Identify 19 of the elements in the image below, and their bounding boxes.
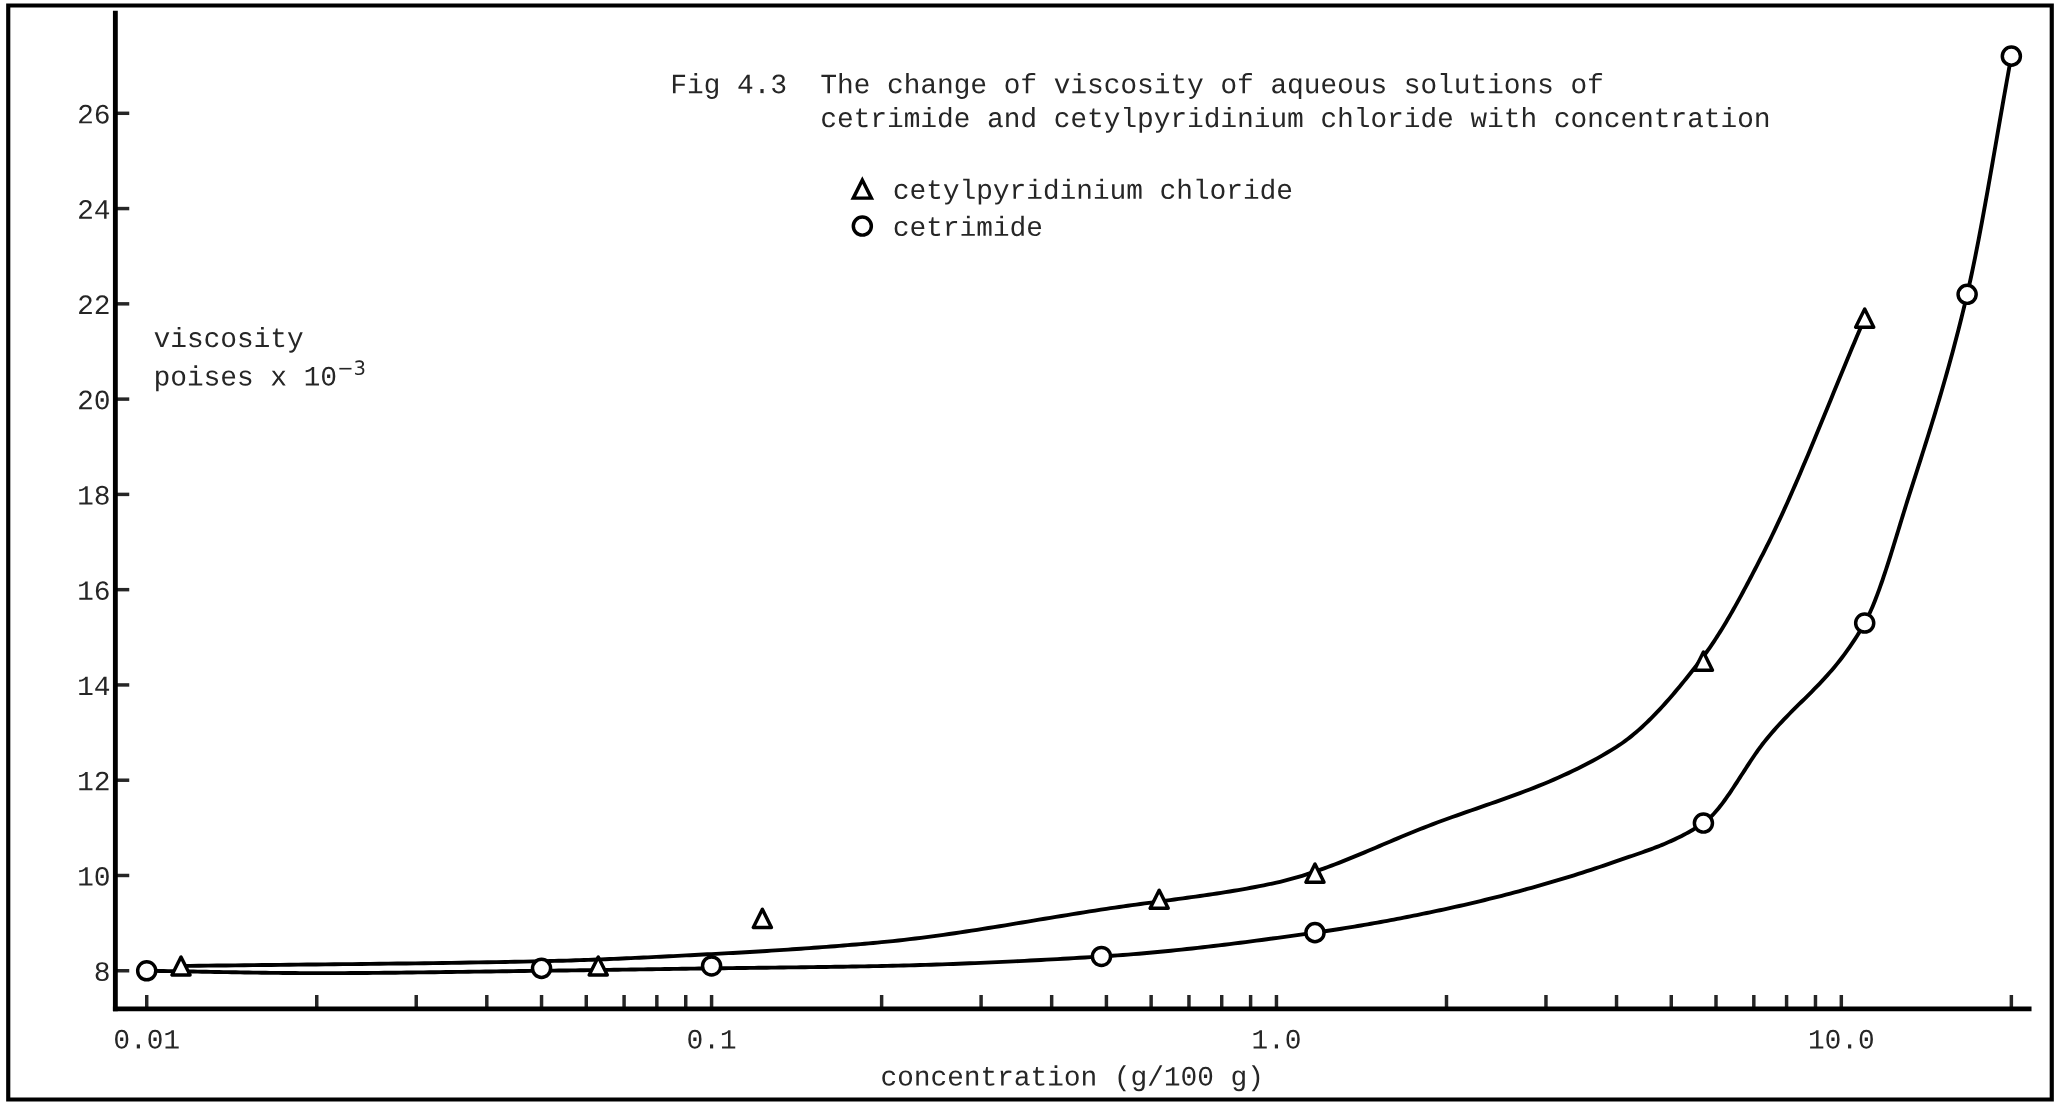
x-tick-label: 10.0: [1809, 1029, 1873, 1049]
y-tick-label: 18: [79, 485, 109, 505]
y-tick-label: 26: [79, 104, 109, 124]
x-tick-label: 0.1: [688, 1029, 736, 1049]
y-tick-label: 24: [79, 200, 110, 219]
x-tick-label: 0.01: [115, 1029, 179, 1049]
text: Fig 4.3 The change of viscosity of aqueous solutions of cetrimide and cetylpyridinium chloride with concentration: [672, 73, 1769, 133]
legend-label: cetrimide: [894, 215, 1042, 237]
x-tick-label: 1.0: [1253, 1029, 1300, 1049]
x-axis-title: concentration (g/100 g): [882, 1065, 1260, 1092]
y-tick-label: 10: [79, 866, 109, 886]
y-tick-label: 8: [95, 962, 109, 982]
legend-label: cetylpyridinium chloride: [894, 178, 1292, 205]
y-tick-label: 20: [79, 390, 109, 410]
y-tick-label: 14: [79, 676, 110, 695]
y-axis-title: viscosity poises x 10$^{−3}$: [154, 326, 365, 392]
y-tick-label: 22: [79, 295, 109, 314]
y-tick-label: 16: [79, 581, 109, 600]
y-tick-label: 12: [79, 771, 109, 791]
